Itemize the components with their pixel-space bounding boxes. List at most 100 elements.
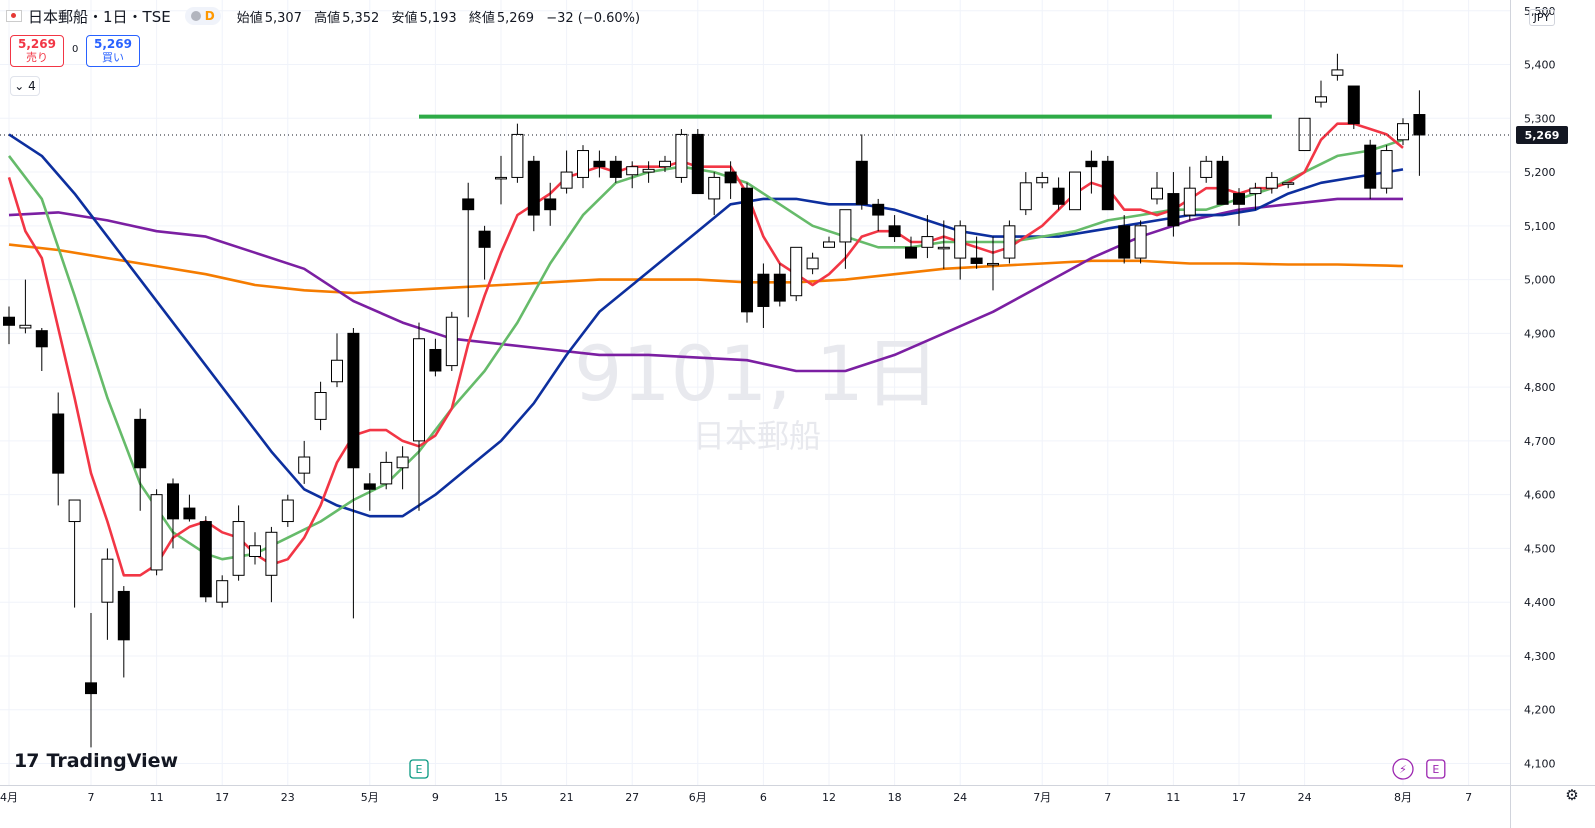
- x-tick-label: 8月: [1394, 791, 1412, 804]
- candle: [19, 279, 32, 334]
- candle-down-body: [855, 160, 868, 205]
- candle-up-body: [1019, 182, 1032, 211]
- candle-down-body: [478, 230, 491, 248]
- x-tick-label: 7: [1104, 791, 1111, 804]
- candle-down-body: [1167, 193, 1180, 227]
- candle: [429, 338, 442, 377]
- change-value: −32 (−0.60%): [546, 10, 641, 26]
- candle: [1315, 80, 1327, 108]
- candle-up-body: [150, 494, 163, 571]
- candle-down-body: [1364, 144, 1377, 189]
- currency-selector[interactable]: JPY: [1528, 9, 1555, 26]
- buy-button[interactable]: 5,269 買い: [86, 35, 140, 67]
- candle: [1233, 188, 1245, 226]
- candle-down-body: [1052, 187, 1065, 205]
- x-tick-label: 24: [953, 791, 967, 804]
- dividend-marker-label: ⚡: [1399, 763, 1407, 776]
- candle: [1200, 155, 1213, 183]
- candle: [1397, 118, 1409, 146]
- indicator-toggle-button[interactable]: ⌄ 4: [10, 76, 40, 96]
- candle: [593, 150, 606, 178]
- candle-up-body: [68, 499, 81, 523]
- candle-down-body: [35, 330, 48, 348]
- candle: [150, 489, 163, 576]
- candle: [167, 478, 179, 549]
- candle: [1118, 215, 1131, 264]
- candle-down-body: [85, 682, 97, 695]
- gear-icon[interactable]: ⚙: [1565, 786, 1579, 804]
- candle-up-body: [249, 545, 261, 557]
- candle: [987, 236, 999, 291]
- candle-up-body: [675, 133, 688, 178]
- candle: [937, 220, 950, 269]
- candle-down-body: [872, 203, 885, 216]
- candle-down-body: [527, 160, 540, 216]
- x-tick-label: 12: [822, 791, 836, 804]
- series-line-ma75: [8, 197, 1403, 373]
- candle-up-body: [626, 166, 639, 176]
- symbol-title[interactable]: 日本郵船・1日・TSE: [28, 7, 171, 26]
- x-tick-label: 21: [560, 791, 574, 804]
- x-tick-label: 7月: [1033, 791, 1051, 804]
- candle-up-body: [577, 150, 589, 178]
- candle: [823, 236, 835, 248]
- series-line-ma20: [8, 133, 1404, 518]
- brand-name: TradingView: [46, 750, 179, 772]
- timeframe-pill[interactable]: D: [184, 7, 221, 25]
- candle: [331, 333, 343, 388]
- candle-up-body: [1151, 187, 1163, 200]
- candle: [35, 327, 48, 371]
- candle-down-body: [970, 257, 983, 264]
- y-tick-label: 5,000: [1524, 274, 1556, 287]
- chevron-down-icon: ⌄: [14, 79, 25, 93]
- x-tick-label: 27: [625, 791, 639, 804]
- last-price-label: 5,269: [1525, 129, 1560, 142]
- candle: [183, 494, 196, 522]
- sell-button[interactable]: 5,269 売り: [10, 35, 64, 67]
- close-label: 終値: [468, 10, 495, 26]
- candle-up-body: [1134, 225, 1147, 259]
- candle: [872, 198, 885, 232]
- candle: [495, 155, 507, 205]
- timeframe-badge: D: [204, 9, 215, 23]
- candle: [1052, 177, 1065, 210]
- tradingview-logo[interactable]: 17 TradingView: [14, 750, 178, 772]
- candle: [1249, 182, 1262, 210]
- y-tick-label: 4,800: [1524, 381, 1556, 394]
- status-dot-icon: [190, 11, 201, 21]
- candle-up-body: [1331, 69, 1344, 76]
- candle: [691, 129, 704, 195]
- candle: [839, 209, 852, 269]
- candle: [249, 532, 261, 565]
- candle: [1265, 172, 1278, 194]
- y-tick-label: 4,100: [1524, 757, 1556, 770]
- candle-up-body: [1200, 160, 1213, 178]
- candle-down-body: [888, 225, 901, 238]
- candle-up-body: [1069, 171, 1081, 211]
- dividend-marker-icon: [1392, 758, 1414, 780]
- low-label: 安値: [391, 10, 418, 26]
- candle-up-body: [823, 241, 835, 248]
- earnings-marker-label: E: [1432, 763, 1439, 776]
- candle: [1036, 172, 1049, 189]
- candle: [1364, 139, 1377, 199]
- close-value: 5,269: [496, 10, 535, 26]
- candle: [281, 494, 294, 527]
- x-tick-label: 11: [1166, 791, 1180, 804]
- buy-price: 5,269: [94, 37, 132, 51]
- tradingview-mark-icon: 17: [14, 750, 39, 772]
- x-tick-label: 9: [432, 791, 439, 804]
- open-value: 5,307: [264, 10, 302, 26]
- candle-down-body: [1413, 114, 1426, 136]
- x-tick-label: 6月: [689, 791, 707, 804]
- x-tick-label: 11: [150, 791, 164, 804]
- candle-up-body: [445, 316, 458, 367]
- candle: [560, 150, 573, 194]
- low-value: 5,193: [419, 10, 457, 26]
- y-tick-label: 4,200: [1524, 704, 1556, 717]
- candle-up-body: [396, 456, 409, 469]
- y-tick-label: 4,400: [1524, 596, 1556, 609]
- candle: [626, 161, 639, 189]
- earnings-marker-icon: [409, 759, 429, 779]
